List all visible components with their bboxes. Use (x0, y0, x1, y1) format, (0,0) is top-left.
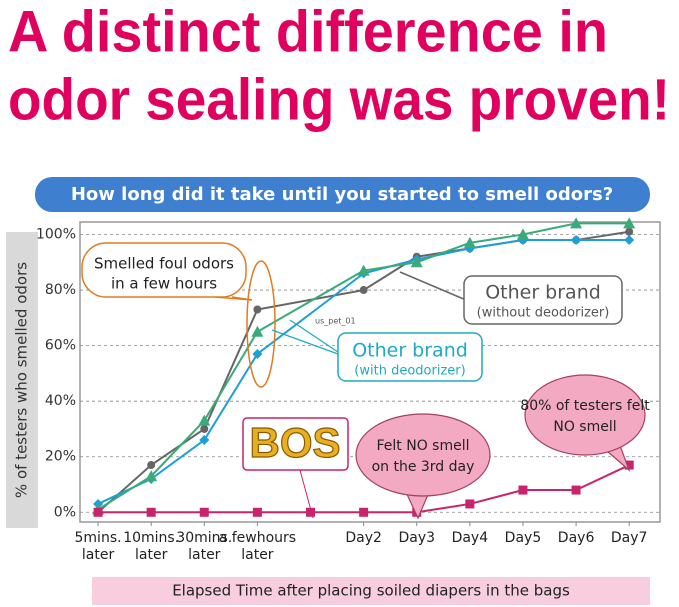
series-detail: (with deodorizer) (354, 364, 465, 379)
x-tick-label: 30mins. later (176, 530, 232, 563)
point (200, 424, 209, 433)
x-tick-label: Day3 (398, 530, 435, 546)
title-line: odor sealing was proven! (8, 67, 670, 132)
y-axis-label: % of testers who smelled odors (13, 262, 31, 498)
point (518, 485, 528, 495)
point (252, 348, 263, 359)
x-tick-label: Day5 (505, 530, 542, 546)
point (463, 236, 476, 248)
point (623, 217, 636, 229)
series-detail: (without deodorizer) (477, 306, 610, 321)
annotation: 80% of testers felt (520, 398, 650, 414)
callout-day7: 80% of testers felt NO smell (520, 374, 650, 472)
ylabel-box (6, 232, 38, 528)
series-name: Other brand (352, 340, 468, 362)
annotation: in a few hours (111, 275, 217, 293)
point (570, 217, 583, 229)
x-axis-label: Elapsed Time after placing soiled diaper… (172, 582, 570, 600)
x-tick-label: Day4 (452, 530, 489, 546)
y-tick-label: 80% (45, 282, 76, 298)
x-tick-label: 5mins. later (75, 530, 122, 563)
point (198, 414, 211, 426)
point (625, 227, 634, 236)
x-tick-label: Day7 (611, 530, 648, 546)
y-tick-label: 40% (45, 393, 76, 409)
x-tick-label: 10mins. later (123, 530, 179, 563)
x-tick-label: Day2 (345, 530, 382, 546)
y-tick-label: 0% (54, 504, 76, 520)
point (199, 507, 209, 517)
point (253, 305, 262, 314)
subtitle: How long did it take until you started t… (71, 184, 613, 205)
callout-without: Other brand (without deodorizer) (399, 271, 623, 325)
xlabel-box (92, 577, 650, 605)
annotation: NO smell (553, 419, 616, 435)
point (571, 235, 582, 246)
point (359, 286, 368, 295)
y-tick-label: 20% (45, 449, 76, 465)
annotation: Felt NO smell (377, 438, 470, 454)
point (251, 325, 264, 337)
point (252, 507, 262, 517)
annotation: us_pet_01 (315, 317, 356, 326)
x-tick-label: a fewhours later (219, 530, 296, 563)
logo-text: BOS (249, 419, 340, 466)
y-tick-label: 60% (45, 338, 76, 354)
callout-few-hours: Smelled foul odors in a few hours (81, 242, 276, 388)
y-tick-label: 100% (36, 227, 76, 243)
series-line (97, 222, 630, 511)
point (146, 507, 156, 517)
point (571, 485, 581, 495)
point (624, 235, 635, 246)
point (516, 228, 529, 240)
bos-logo: BOS (242, 417, 349, 519)
point (93, 507, 103, 517)
point (357, 264, 370, 276)
series-name: Other brand (485, 282, 601, 304)
point (306, 507, 316, 517)
point (410, 256, 423, 268)
callout-with: Other brand (with deodorizer) (271, 319, 483, 382)
point (624, 460, 634, 470)
marks (92, 217, 636, 517)
point (199, 435, 210, 446)
point (359, 507, 369, 517)
x-tick-label: Day6 (558, 530, 595, 546)
point (147, 461, 156, 470)
annotation: Smelled foul odors (94, 255, 234, 273)
point (465, 499, 475, 509)
annotation: on the 3rd day (372, 459, 475, 475)
callout-day3: Felt NO smell on the 3rd day (355, 413, 491, 520)
subtitle-banner (35, 177, 650, 212)
title-line: A distinct difference in (8, 0, 608, 64)
point (145, 470, 158, 482)
